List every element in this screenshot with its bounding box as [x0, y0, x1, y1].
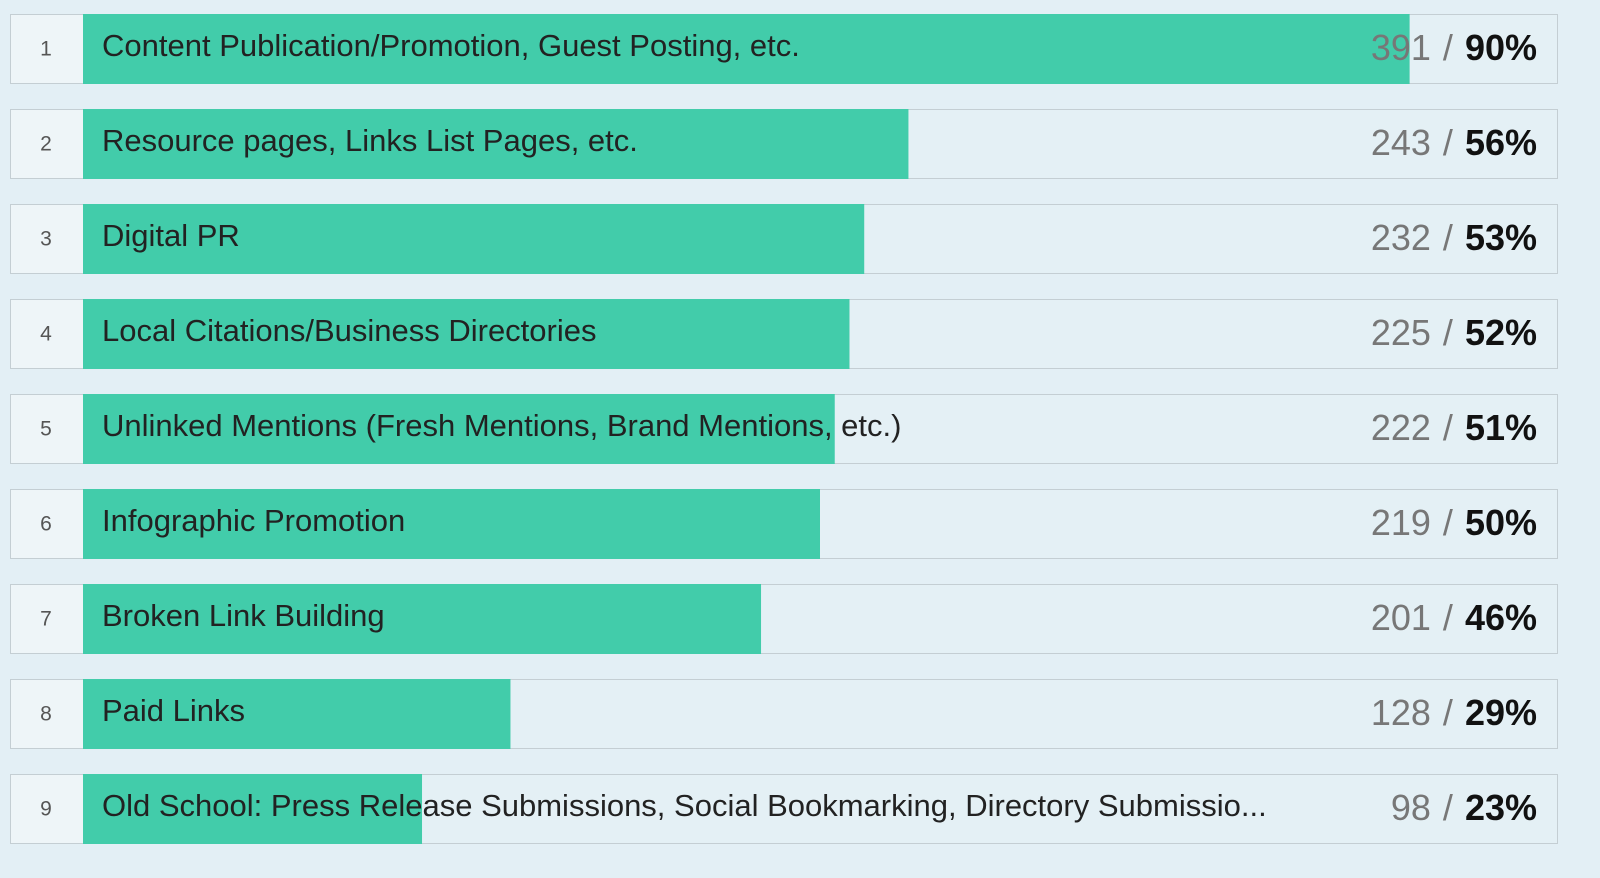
bar — [83, 489, 820, 559]
count: 243 — [1371, 122, 1431, 163]
option-label: Old School: Press Release Submissions, S… — [102, 788, 1267, 823]
percent: 56% — [1465, 122, 1537, 163]
separator: / — [1443, 217, 1453, 258]
percent: 46% — [1465, 597, 1537, 638]
percent: 51% — [1465, 407, 1537, 448]
result: 219 / 50% — [1371, 502, 1537, 543]
result: 201 / 46% — [1371, 597, 1537, 638]
bar — [83, 14, 1410, 84]
rank-cell — [11, 300, 83, 368]
rank: 3 — [40, 228, 52, 251]
result: 232 / 53% — [1371, 217, 1537, 258]
rank: 5 — [40, 418, 52, 441]
percent: 52% — [1465, 312, 1537, 353]
rank: 7 — [40, 608, 52, 631]
option-label: Infographic Promotion — [102, 503, 405, 538]
separator: / — [1443, 502, 1453, 543]
bar — [83, 584, 762, 654]
rank: 4 — [40, 323, 52, 346]
separator: / — [1443, 692, 1453, 733]
count: 225 — [1371, 312, 1431, 353]
percent: 23% — [1465, 787, 1537, 828]
percent: 90% — [1465, 27, 1537, 68]
bar — [83, 394, 835, 464]
result: 243 / 56% — [1371, 122, 1537, 163]
bar — [83, 774, 423, 844]
option-label: Paid Links — [102, 693, 245, 728]
rank: 8 — [40, 703, 52, 726]
rank-cell — [11, 490, 83, 558]
rank: 6 — [40, 513, 52, 536]
rank-cell — [11, 110, 83, 178]
rank: 1 — [40, 38, 52, 61]
separator: / — [1443, 312, 1453, 353]
count: 391 — [1371, 27, 1431, 68]
result: 225 / 52% — [1371, 312, 1537, 353]
rank: 2 — [40, 133, 52, 156]
result: 222 / 51% — [1371, 407, 1537, 448]
count: 128 — [1371, 692, 1431, 733]
result: 391 / 90% — [1371, 27, 1537, 68]
count: 201 — [1371, 597, 1431, 638]
option-label: Content Publication/Promotion, Guest Pos… — [102, 28, 800, 63]
separator: / — [1443, 597, 1453, 638]
rank-cell — [11, 585, 83, 653]
bar — [83, 109, 909, 179]
option-label: Local Citations/Business Directories — [102, 313, 597, 348]
count: 98 — [1391, 787, 1431, 828]
bar — [83, 299, 850, 369]
percent: 50% — [1465, 502, 1537, 543]
percent: 53% — [1465, 217, 1537, 258]
option-label: Broken Link Building — [102, 598, 385, 633]
percent: 29% — [1465, 692, 1537, 733]
rank-cell — [11, 680, 83, 748]
separator: / — [1443, 122, 1453, 163]
rank-cell — [11, 395, 83, 463]
rank-cell — [11, 205, 83, 273]
separator: / — [1443, 787, 1453, 828]
option-label: Unlinked Mentions (Fresh Mentions, Brand… — [102, 408, 901, 443]
rank-cell — [11, 775, 83, 843]
separator: / — [1443, 407, 1453, 448]
count: 219 — [1371, 502, 1431, 543]
option-label: Resource pages, Links List Pages, etc. — [102, 123, 638, 158]
rank-cell — [11, 15, 83, 83]
option-label: Digital PR — [102, 218, 240, 253]
result: 98 / 23% — [1391, 787, 1537, 828]
bar — [83, 204, 865, 274]
separator: / — [1443, 27, 1453, 68]
rank: 9 — [40, 798, 52, 821]
count: 222 — [1371, 407, 1431, 448]
count: 232 — [1371, 217, 1431, 258]
bar — [83, 679, 511, 749]
result: 128 / 29% — [1371, 692, 1537, 733]
